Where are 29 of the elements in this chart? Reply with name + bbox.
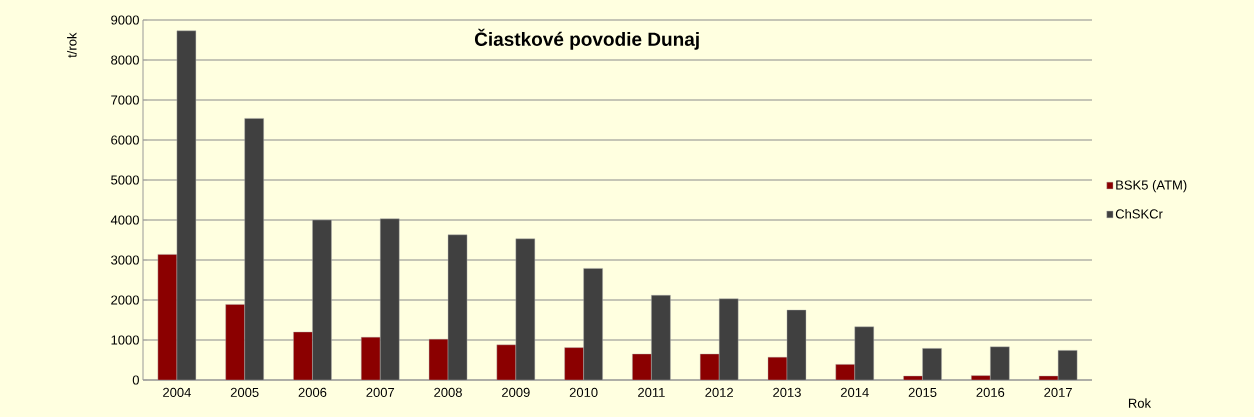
y-tick-label: 6000 bbox=[111, 135, 139, 145]
x-tick-label: 2014 bbox=[840, 387, 869, 397]
y-tick-label: 7000 bbox=[111, 95, 139, 105]
x-tick-label: 2015 bbox=[908, 387, 937, 397]
y-tick-label: 2000 bbox=[111, 295, 139, 305]
y-tick-label: 3000 bbox=[111, 255, 139, 265]
x-tick-label: 2011 bbox=[638, 387, 665, 397]
x-tick-label: 2009 bbox=[502, 387, 530, 397]
y-axis-title: t/rok bbox=[67, 32, 77, 58]
legend-label: BSK5 (ATM) bbox=[1116, 180, 1187, 193]
y-tick-label: 0 bbox=[132, 375, 139, 385]
x-tick-label: 2012 bbox=[705, 387, 733, 397]
y-tick-label: 9000 bbox=[111, 15, 139, 25]
x-tick-label: 2016 bbox=[976, 387, 1005, 397]
legend-label: ChSKCr bbox=[1115, 208, 1163, 219]
y-tick-label: 4000 bbox=[110, 215, 139, 225]
y-tick-label: 8000 bbox=[111, 55, 139, 65]
x-tick-label: 2004 bbox=[163, 387, 191, 397]
x-tick-label: 2005 bbox=[230, 387, 259, 397]
x-tick-label: 2017 bbox=[1044, 387, 1072, 397]
x-tick-label: 2007 bbox=[366, 387, 395, 397]
x-axis-title: Rok bbox=[1128, 398, 1152, 408]
y-tick-label: 1000 bbox=[111, 335, 139, 345]
x-tick-label: 2006 bbox=[298, 387, 327, 397]
x-tick-label: 2010 bbox=[569, 387, 598, 397]
y-tick-label: 5000 bbox=[111, 175, 139, 185]
text: Čiastkové povodie Dunaj bbox=[474, 28, 699, 50]
x-tick-label: 2008 bbox=[434, 387, 462, 397]
x-tick-label: 2013 bbox=[773, 387, 801, 397]
